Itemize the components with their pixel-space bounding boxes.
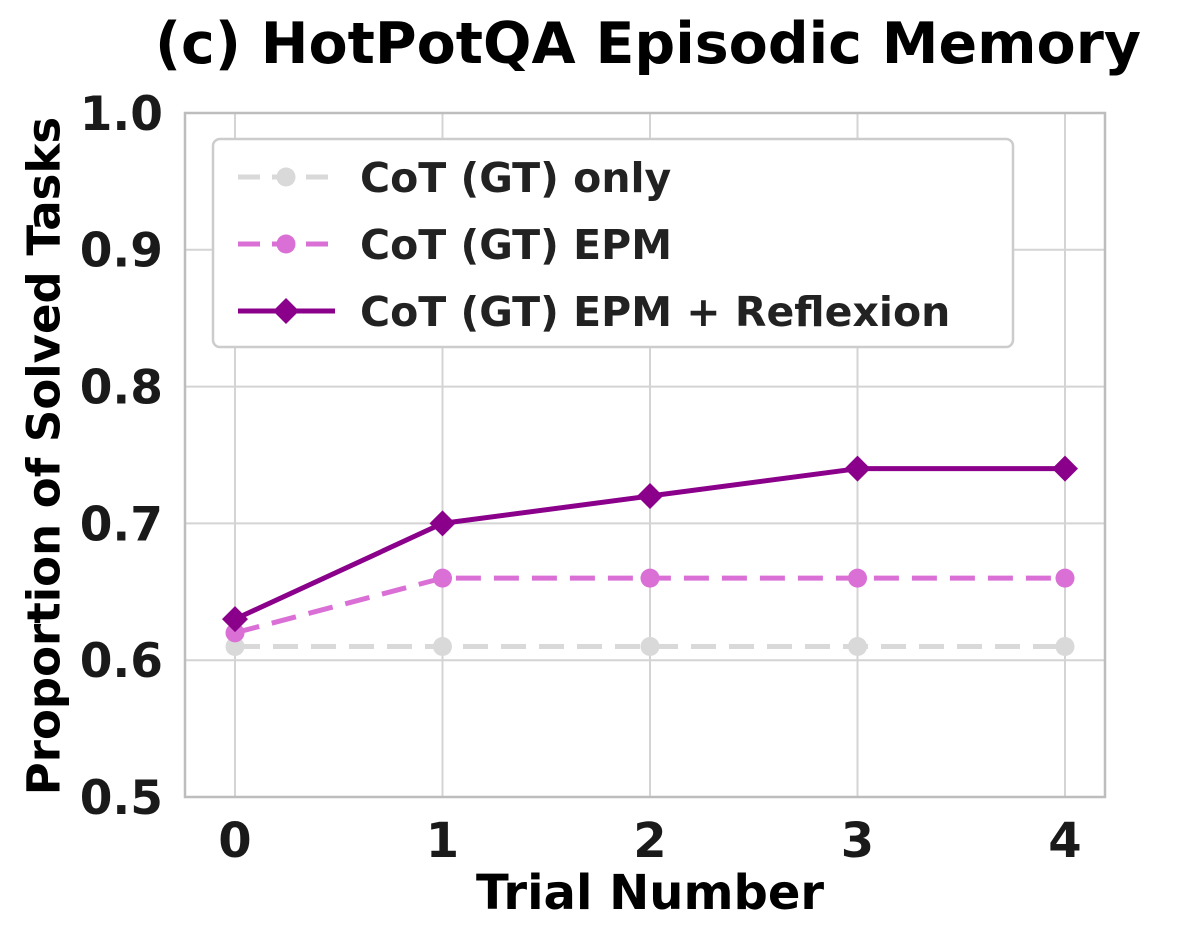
legend-marker-diamond-icon	[273, 298, 299, 324]
x-tick-label: 4	[1048, 813, 1081, 869]
legend-label: CoT (GT) only	[360, 154, 671, 202]
y-tick-label: 0.5	[80, 771, 163, 826]
data-point-circle	[640, 637, 660, 657]
chart-title: (c) HotPotQA Episodic Memory	[155, 11, 1141, 77]
data-point-circle	[225, 637, 245, 657]
x-tick-label: 1	[426, 813, 459, 869]
legend-label: CoT (GT) EPM	[360, 221, 672, 269]
data-point-circle	[433, 568, 452, 588]
legend-label: CoT (GT) EPM + Reflexion	[360, 288, 950, 336]
y-tick-label: 0.8	[80, 361, 163, 416]
legend-item-cot-gt-only: CoT (GT) only	[238, 154, 671, 202]
data-point-diamond	[637, 483, 663, 510]
series-cot-gt-epm	[225, 568, 1075, 643]
data-point-diamond	[844, 455, 871, 482]
legend-marker-circle-icon	[276, 167, 296, 187]
data-point-diamond	[222, 606, 248, 633]
data-point-circle	[433, 637, 452, 657]
y-tick-label: 0.6	[80, 634, 163, 689]
plot-border	[183, 111, 1107, 799]
data-point-circle	[1055, 637, 1075, 657]
y-tick-label: 0.7	[80, 497, 163, 552]
x-tick-label: 0	[218, 813, 251, 869]
legend-item-cot-gt-epm: CoT (GT) EPM	[238, 221, 672, 269]
legend-box	[211, 137, 1015, 349]
data-point-circle	[848, 637, 867, 657]
legend: CoT (GT) only CoT (GT) EPM CoT (GT) EPM + …	[211, 137, 1015, 349]
tick-labels: 0.5 0.6 0.7 0.8 0.9 1.0 0 1 2 3 4	[80, 87, 1082, 869]
series-cot-gt-epm-reflexion	[222, 455, 1078, 633]
data-point-circle	[848, 568, 867, 588]
x-tick-label: 3	[841, 813, 874, 869]
y-tick-label: 0.9	[80, 224, 163, 279]
legend-marker-circle-icon	[276, 234, 296, 254]
data-point-diamond	[1052, 455, 1078, 482]
x-axis-label: Trial Number	[475, 865, 825, 921]
series-cot-gt-only	[225, 637, 1075, 657]
data-point-diamond	[429, 510, 456, 537]
y-tick-label: 1.0	[80, 87, 163, 142]
x-tick-label: 2	[633, 813, 666, 869]
data-point-circle	[640, 568, 660, 588]
legend-item-cot-gt-epm-reflexion: CoT (GT) EPM + Reflexion	[238, 288, 950, 336]
data-point-circle	[1055, 568, 1075, 588]
data-point-circle	[225, 623, 245, 643]
